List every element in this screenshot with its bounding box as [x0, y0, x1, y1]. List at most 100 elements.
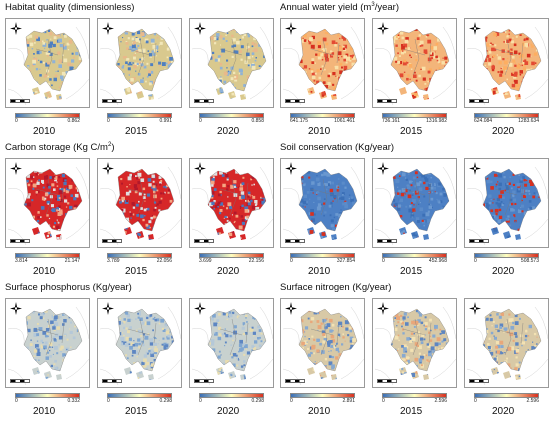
raster-cell [497, 344, 501, 349]
raster-cell [515, 356, 518, 359]
raster-cell [433, 309, 437, 312]
raster-cell [224, 98, 227, 100]
raster-cell [394, 327, 398, 332]
raster-cell [255, 221, 260, 226]
raster-cell [413, 333, 415, 335]
raster-cell [62, 381, 63, 382]
raster-cell [79, 379, 82, 380]
raster-cell [227, 376, 231, 380]
raster-cell [438, 201, 441, 204]
raster-cell [71, 310, 73, 313]
raster-cell [332, 83, 335, 86]
raster-cell [150, 353, 154, 357]
raster-cell [161, 220, 165, 223]
raster-cell [398, 377, 402, 380]
raster-cell [395, 44, 398, 47]
raster-cell [143, 208, 147, 212]
raster-cell [72, 336, 76, 340]
raster-cell [82, 213, 84, 215]
raster-cell [158, 176, 162, 179]
raster-cell [76, 366, 79, 368]
boundary-lines [7, 26, 89, 106]
raster-cell [172, 82, 174, 85]
raster-cell [308, 40, 310, 42]
raster-cell [61, 71, 66, 76]
raster-cell [133, 184, 138, 188]
raster-cell [397, 195, 400, 197]
raster-cell [428, 352, 432, 357]
raster-cell [537, 352, 541, 356]
raster-cell [437, 184, 441, 188]
raster-cell [346, 56, 350, 61]
raster-cell [31, 169, 33, 171]
raster-cell [153, 342, 158, 347]
raster-cell [518, 209, 520, 211]
raster-cell [403, 59, 407, 63]
raster-cell [118, 355, 121, 357]
raster-cell [330, 219, 334, 223]
raster-cell [260, 196, 262, 199]
raster-cell [146, 208, 148, 210]
raster-cell [42, 365, 46, 370]
raster-cell [419, 72, 421, 74]
raster-cell [335, 377, 338, 380]
raster-cell [531, 61, 535, 66]
raster-cell [299, 210, 301, 213]
raster-cell [339, 336, 341, 338]
raster-cell [438, 173, 443, 178]
raster-cell [447, 224, 449, 229]
raster-cell [492, 320, 495, 323]
raster-cell [263, 353, 265, 356]
raster-cell [239, 38, 242, 41]
raster-cell [129, 61, 133, 66]
raster-cell [172, 51, 174, 56]
raster-cell [427, 210, 430, 213]
raster-cell [172, 76, 174, 79]
raster-cell [427, 57, 432, 62]
raster-cell [428, 68, 432, 72]
raster-cell [232, 238, 234, 240]
raster-cell [515, 335, 518, 338]
raster-cell [314, 361, 316, 363]
raster-cell [358, 100, 360, 102]
raster-cell [148, 241, 150, 243]
raster-cell [489, 314, 492, 317]
raster-cell [358, 190, 361, 193]
raster-cell [307, 317, 310, 320]
district-boundaries [298, 168, 358, 232]
raster-cell [246, 215, 250, 219]
raster-cell [412, 176, 416, 180]
raster-cell [225, 87, 227, 89]
raster-cell [175, 198, 177, 200]
raster-cell [116, 370, 119, 372]
raster-cell [212, 218, 215, 222]
raster-cell [338, 353, 342, 357]
raster-cell [264, 350, 266, 352]
raster-cell [151, 239, 153, 240]
raster-cell [33, 333, 38, 337]
raster-cell [336, 76, 338, 78]
raster-cell [230, 362, 233, 365]
raster-cell [324, 85, 329, 89]
raster-cell [490, 180, 493, 183]
raster-cell [392, 45, 394, 48]
raster-cell [213, 200, 216, 203]
raster-cell [450, 370, 453, 373]
raster-cell [213, 332, 216, 334]
raster-cell [167, 47, 170, 50]
raster-cell [208, 192, 211, 196]
raster-cell [519, 33, 522, 36]
raster-cell [522, 341, 525, 345]
raster-cell [160, 378, 164, 380]
raster-cell [297, 50, 299, 52]
raster-cell [258, 378, 261, 380]
raster-cell [157, 233, 161, 238]
raster-cell [211, 342, 215, 346]
raster-cell [222, 362, 226, 366]
raster-cell [260, 80, 263, 83]
raster-cell [42, 341, 44, 344]
raster-cell [211, 178, 215, 182]
raster-cell [64, 334, 66, 337]
raster-cell [208, 74, 209, 77]
raster-cell [236, 100, 238, 102]
